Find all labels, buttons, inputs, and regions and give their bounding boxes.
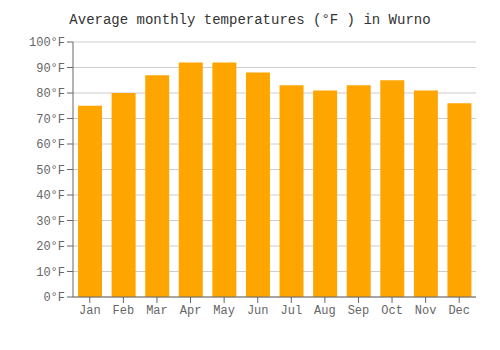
svg-text:Feb: Feb [113, 304, 135, 318]
svg-text:40°F: 40°F [36, 189, 65, 203]
svg-text:Mar: Mar [146, 304, 168, 318]
svg-text:10°F: 10°F [36, 266, 65, 280]
svg-text:20°F: 20°F [36, 240, 65, 254]
svg-text:Jan: Jan [79, 304, 101, 318]
svg-text:50°F: 50°F [36, 164, 65, 178]
svg-text:30°F: 30°F [36, 215, 65, 229]
svg-text:60°F: 60°F [36, 138, 65, 152]
svg-text:Apr: Apr [180, 304, 202, 318]
svg-text:0°F: 0°F [43, 291, 65, 305]
svg-text:Jun: Jun [247, 304, 269, 318]
svg-text:80°F: 80°F [36, 87, 65, 101]
svg-text:90°F: 90°F [36, 62, 65, 76]
svg-text:70°F: 70°F [36, 113, 65, 127]
svg-text:Jul: Jul [280, 304, 302, 318]
svg-text:May: May [213, 304, 235, 318]
svg-text:Aug: Aug [314, 304, 336, 318]
svg-text:Oct: Oct [381, 304, 403, 318]
html-text:Average monthly temperatures (: Average monthly temperatures (°F ) in Wu… [69, 12, 431, 28]
svg-text:100°F: 100°F [29, 36, 65, 50]
svg-text:Sep: Sep [348, 304, 370, 318]
svg-text:Dec: Dec [448, 304, 470, 318]
svg-text:Nov: Nov [415, 304, 437, 318]
